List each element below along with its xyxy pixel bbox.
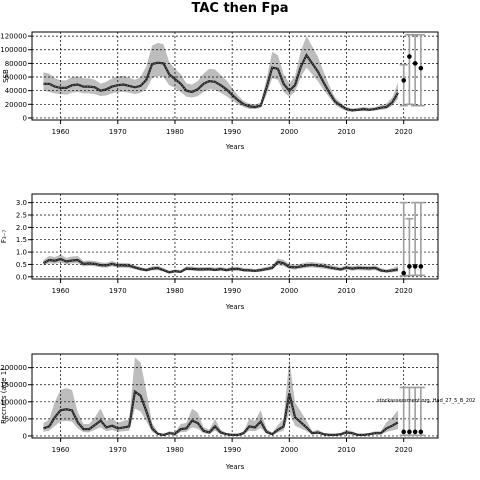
- y-tick-label: 200000: [0, 364, 27, 372]
- median-line-overlay: [43, 54, 399, 111]
- x-tick-label: 1980: [166, 128, 184, 136]
- panel-1: 1960 1970 1980 1990 2000 2010 2020 0 20000 40000 6…: [0, 31, 439, 151]
- x-tick-label: 1960: [52, 446, 70, 454]
- x-tick-label: 1970: [109, 287, 127, 295]
- confidence-band: [43, 36, 399, 112]
- projection-point: [407, 429, 412, 435]
- projection-point: [412, 264, 418, 269]
- source-annotation: stockassessment.org, Had_27_5_B_202: [377, 398, 475, 404]
- x-axis-label: Years: [225, 143, 245, 151]
- x-tick-label: 1970: [109, 446, 127, 454]
- x-tick-label: 1990: [223, 128, 241, 136]
- y-tick-label: 2.0: [16, 224, 27, 232]
- y-axis-label: Recruits (age 1): [0, 368, 8, 424]
- x-tick-label: 1970: [109, 128, 127, 136]
- y-tick-label: 100000: [0, 46, 27, 54]
- x-tick-label: 2010: [338, 287, 356, 295]
- median-line-overlay: [43, 258, 399, 273]
- plot-frame: [31, 193, 439, 280]
- projection-point: [418, 65, 424, 71]
- y-tick-label: 3.0: [16, 199, 27, 207]
- y-tick-label: 150000: [0, 381, 27, 389]
- y-tick-label: 20000: [5, 101, 27, 109]
- y-tick-label: 0: [23, 114, 27, 122]
- projection-point: [418, 429, 424, 435]
- y-tick-label: 80000: [5, 60, 27, 68]
- x-axis-label: Years: [225, 463, 245, 471]
- median-line-overlay: [43, 391, 399, 436]
- y-tick-label: 1.5: [16, 236, 27, 244]
- x-tick-label: 1990: [223, 287, 241, 295]
- y-tick-label: 0.5: [16, 261, 27, 269]
- chart-title: TAC then Fpa: [191, 1, 289, 16]
- y-tick-label: 60000: [5, 74, 27, 82]
- projection-point: [412, 429, 418, 435]
- y-axis-label: SSB: [2, 69, 10, 83]
- x-axis-label: Years: [225, 303, 245, 311]
- x-tick-label: 1960: [52, 128, 70, 136]
- panel-2: 1960 1970 1980 1990 2000 2010 2020 0.0 0.5 1.0 1.5…: [0, 193, 439, 311]
- y-tick-label: 0: [23, 432, 27, 440]
- x-tick-label: 1980: [166, 287, 184, 295]
- y-tick-label: 120000: [0, 33, 27, 41]
- projection-point: [412, 61, 418, 66]
- y-axis-label: F₃₋₇: [0, 230, 8, 244]
- x-tick-label: 2010: [338, 446, 356, 454]
- plot-frame: [31, 353, 439, 439]
- y-tick-label: 40000: [5, 87, 27, 95]
- x-tick-label: 1990: [223, 446, 241, 454]
- y-tick-label: 100000: [0, 398, 27, 406]
- x-tick-label: 2010: [338, 128, 356, 136]
- projection-point: [401, 78, 406, 83]
- x-tick-label: 1960: [52, 287, 70, 295]
- x-tick-label: 1980: [166, 446, 184, 454]
- x-tick-label: 2000: [280, 446, 298, 454]
- panel-3: 1960 1970 1980 1990 2000 2010 2020 0 50000 100000…: [0, 353, 475, 471]
- plot-frame: [31, 31, 439, 121]
- x-tick-label: 2000: [280, 128, 298, 136]
- projection-point: [407, 54, 412, 59]
- x-tick-label: 2020: [395, 446, 413, 454]
- confidence-band: [43, 357, 399, 436]
- projection-point: [407, 264, 412, 269]
- y-tick-label: 0.0: [16, 273, 27, 281]
- x-tick-label: 2020: [395, 287, 413, 295]
- y-tick-label: 2.5: [16, 212, 27, 220]
- y-tick-label: 1.0: [16, 249, 27, 257]
- x-tick-label: 2000: [280, 287, 298, 295]
- projection-point: [401, 270, 406, 276]
- x-tick-label: 2020: [395, 128, 413, 136]
- projection-point: [401, 429, 406, 435]
- projection-point: [418, 264, 424, 269]
- y-tick-label: 50000: [5, 415, 27, 423]
